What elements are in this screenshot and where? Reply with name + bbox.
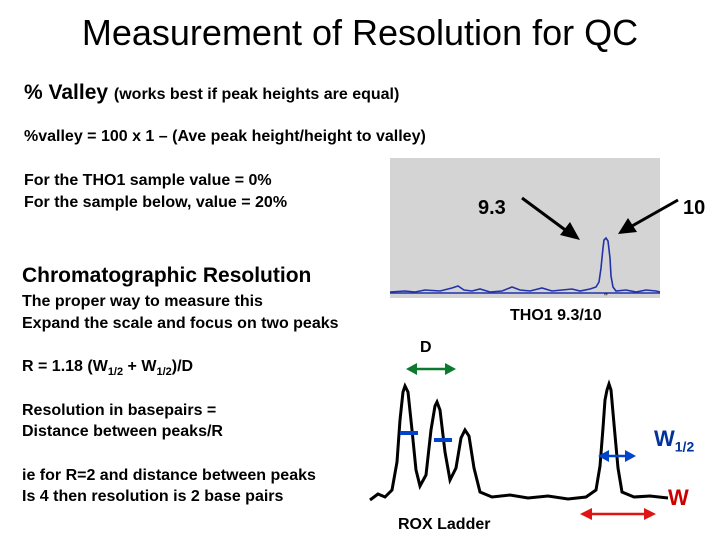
d-arrow-right-head [445, 363, 456, 375]
basepair-distance-text: Distance between peaks/R [22, 423, 223, 440]
example-line-2: Is 4 then resolution is 2 base pairs [22, 488, 284, 505]
tho1-caption: THO1 9.3/10 [510, 307, 602, 324]
d-arrow-left-head [406, 363, 417, 375]
example-line-1: ie for R=2 and distance between peaks [22, 467, 316, 484]
w-arrow-right-head [644, 508, 656, 520]
formula-mid: + W [123, 358, 157, 375]
w-half-arrow-left-head [598, 450, 609, 462]
formula-prefix: R = 1.18 (W [22, 358, 108, 375]
valley-heading: % Valley (works best if peak heights are… [24, 81, 399, 105]
slide-title: Measurement of Resolution for QC [81, 12, 639, 53]
w-half-main: W [654, 426, 675, 451]
valley-heading-text: % Valley [24, 81, 109, 104]
w-half-arrow-right-head [625, 450, 636, 462]
arrow-10-shaft [631, 198, 679, 228]
formula-sub-2: 1/2 [156, 366, 172, 379]
w-label: W [668, 485, 689, 510]
w-arrow-left-head [580, 508, 592, 520]
tho1-tick-dots: '' [604, 292, 608, 303]
sample-value: For the sample below, value = 20% [24, 194, 288, 211]
tho1-sample-value: For the THO1 sample value = 0% [24, 172, 272, 189]
tho1-trace [389, 236, 661, 293]
tho1-panel [390, 158, 660, 298]
allele-label-9-3: 9.3 [478, 197, 506, 219]
basepair-resolution-text: Resolution in basepairs = [22, 402, 217, 419]
w-half-sub: 1/2 [674, 438, 695, 455]
formula-sub-1: 1/2 [107, 366, 124, 379]
formula-suffix: )/D [171, 358, 194, 375]
rox-trace [369, 379, 669, 502]
valley-formula: %valley = 100 x 1 – (Ave peak height/hei… [24, 128, 426, 145]
arrow-9-3-head [560, 222, 580, 240]
d-label: D [420, 339, 432, 356]
resolution-formula: R = 1.18 (W1/2 + W1/2)/D [22, 358, 193, 378]
w-half-label: W1/2 [654, 426, 694, 454]
resolution-heading: Chromatographic Resolution [22, 264, 312, 287]
proper-way-text: The proper way to measure this [22, 293, 263, 310]
allele-label-10: 10 [683, 197, 706, 219]
valley-note: (works best if peak heights are equal) [113, 86, 400, 103]
expand-scale-text: Expand the scale and focus on two peaks [22, 315, 339, 332]
arrow-9-3-shaft [521, 196, 569, 234]
rox-ladder-label: ROX Ladder [398, 516, 491, 533]
arrow-10-head [618, 218, 637, 234]
